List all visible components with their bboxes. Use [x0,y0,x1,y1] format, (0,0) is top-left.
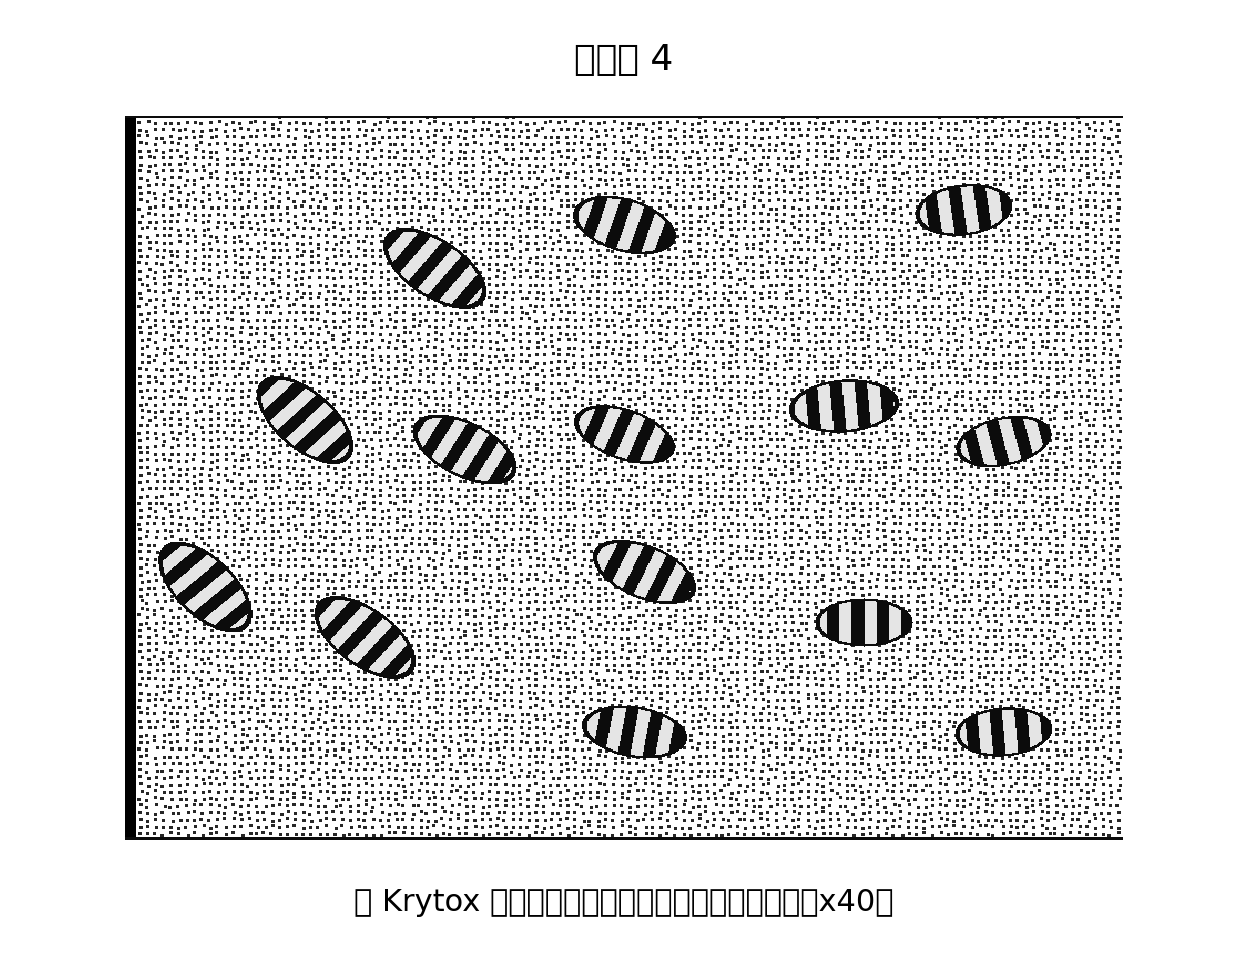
Text: 在 Krytox 油中被包合的催化剂的光学显微镜照片（x40）: 在 Krytox 油中被包合的催化剂的光学显微镜照片（x40） [354,888,893,917]
Text: 实施例 4: 实施例 4 [574,43,673,77]
